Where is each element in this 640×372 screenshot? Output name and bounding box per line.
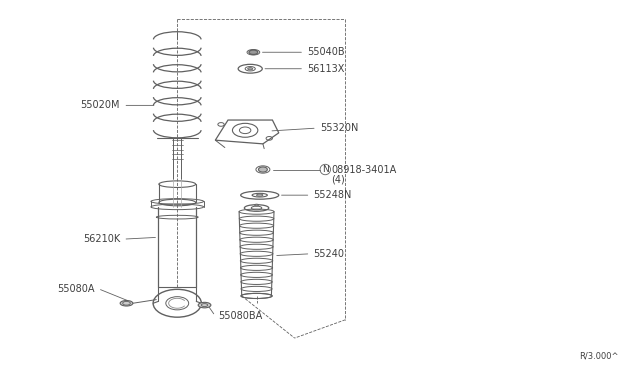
Ellipse shape: [257, 194, 263, 196]
Ellipse shape: [249, 50, 258, 54]
Text: 55080BA: 55080BA: [218, 311, 263, 321]
Text: (4): (4): [332, 175, 345, 185]
Ellipse shape: [120, 301, 133, 306]
Text: R/3.000^: R/3.000^: [579, 351, 618, 360]
Text: 55240: 55240: [314, 249, 345, 259]
Ellipse shape: [259, 167, 268, 172]
Text: 55080A: 55080A: [57, 283, 95, 294]
Text: 55248N: 55248N: [314, 190, 352, 200]
Polygon shape: [215, 120, 279, 144]
Text: 55040B: 55040B: [307, 47, 345, 57]
Text: 55020M: 55020M: [81, 100, 120, 110]
Text: 56113X: 56113X: [307, 64, 345, 74]
Text: 55320N: 55320N: [320, 123, 358, 133]
Text: N: N: [322, 165, 329, 174]
Ellipse shape: [198, 302, 211, 308]
Ellipse shape: [255, 204, 259, 206]
Text: 56210K: 56210K: [83, 234, 120, 244]
Text: 08918-3401A: 08918-3401A: [332, 164, 397, 174]
Ellipse shape: [248, 68, 253, 70]
